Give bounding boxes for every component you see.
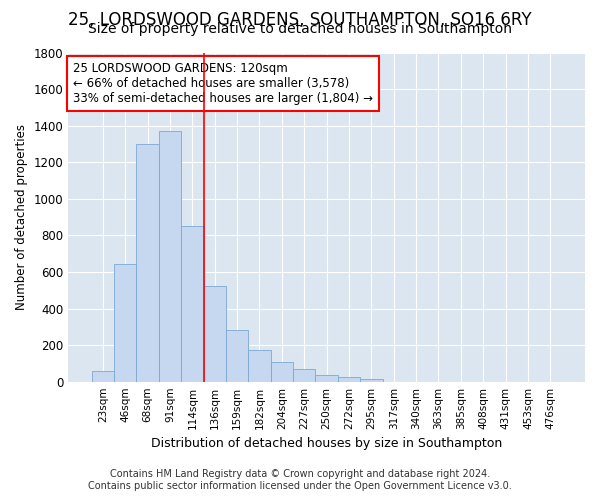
Bar	[203, 286, 226, 382]
Text: Contains HM Land Registry data © Crown copyright and database right 2024.
Contai: Contains HM Land Registry data © Crown c…	[88, 470, 512, 491]
Bar	[226, 330, 248, 382]
Bar	[338, 377, 360, 382]
X-axis label: Distribution of detached houses by size in Southampton: Distribution of detached houses by size …	[151, 437, 502, 450]
Bar	[114, 264, 136, 382]
Text: Size of property relative to detached houses in Southampton: Size of property relative to detached ho…	[88, 22, 512, 36]
Bar	[136, 144, 159, 382]
Bar	[293, 369, 316, 382]
Bar	[92, 370, 114, 382]
Text: 25, LORDSWOOD GARDENS, SOUTHAMPTON, SO16 6RY: 25, LORDSWOOD GARDENS, SOUTHAMPTON, SO16…	[68, 11, 532, 29]
Bar	[181, 226, 203, 382]
Bar	[159, 131, 181, 382]
Bar	[248, 350, 271, 382]
Bar	[271, 362, 293, 382]
Y-axis label: Number of detached properties: Number of detached properties	[15, 124, 28, 310]
Bar	[316, 376, 338, 382]
Bar	[360, 379, 383, 382]
Text: 25 LORDSWOOD GARDENS: 120sqm
← 66% of detached houses are smaller (3,578)
33% of: 25 LORDSWOOD GARDENS: 120sqm ← 66% of de…	[73, 62, 373, 106]
